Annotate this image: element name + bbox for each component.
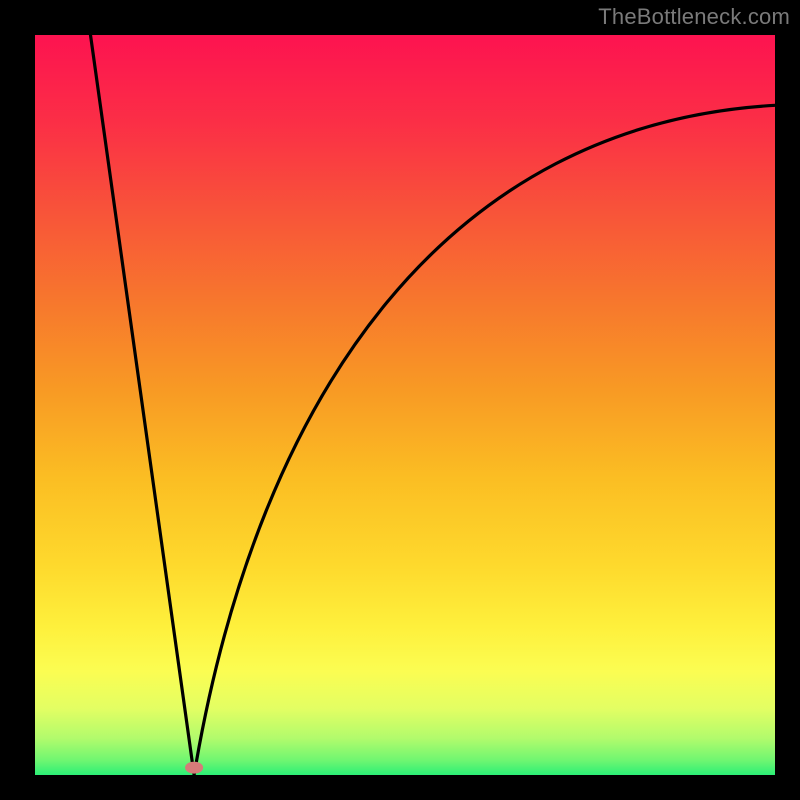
minimum-marker — [185, 762, 203, 774]
watermark-text: TheBottleneck.com — [598, 4, 790, 30]
plot-background — [35, 35, 775, 775]
bottleneck-curve-chart — [0, 0, 800, 800]
chart-container: TheBottleneck.com — [0, 0, 800, 800]
